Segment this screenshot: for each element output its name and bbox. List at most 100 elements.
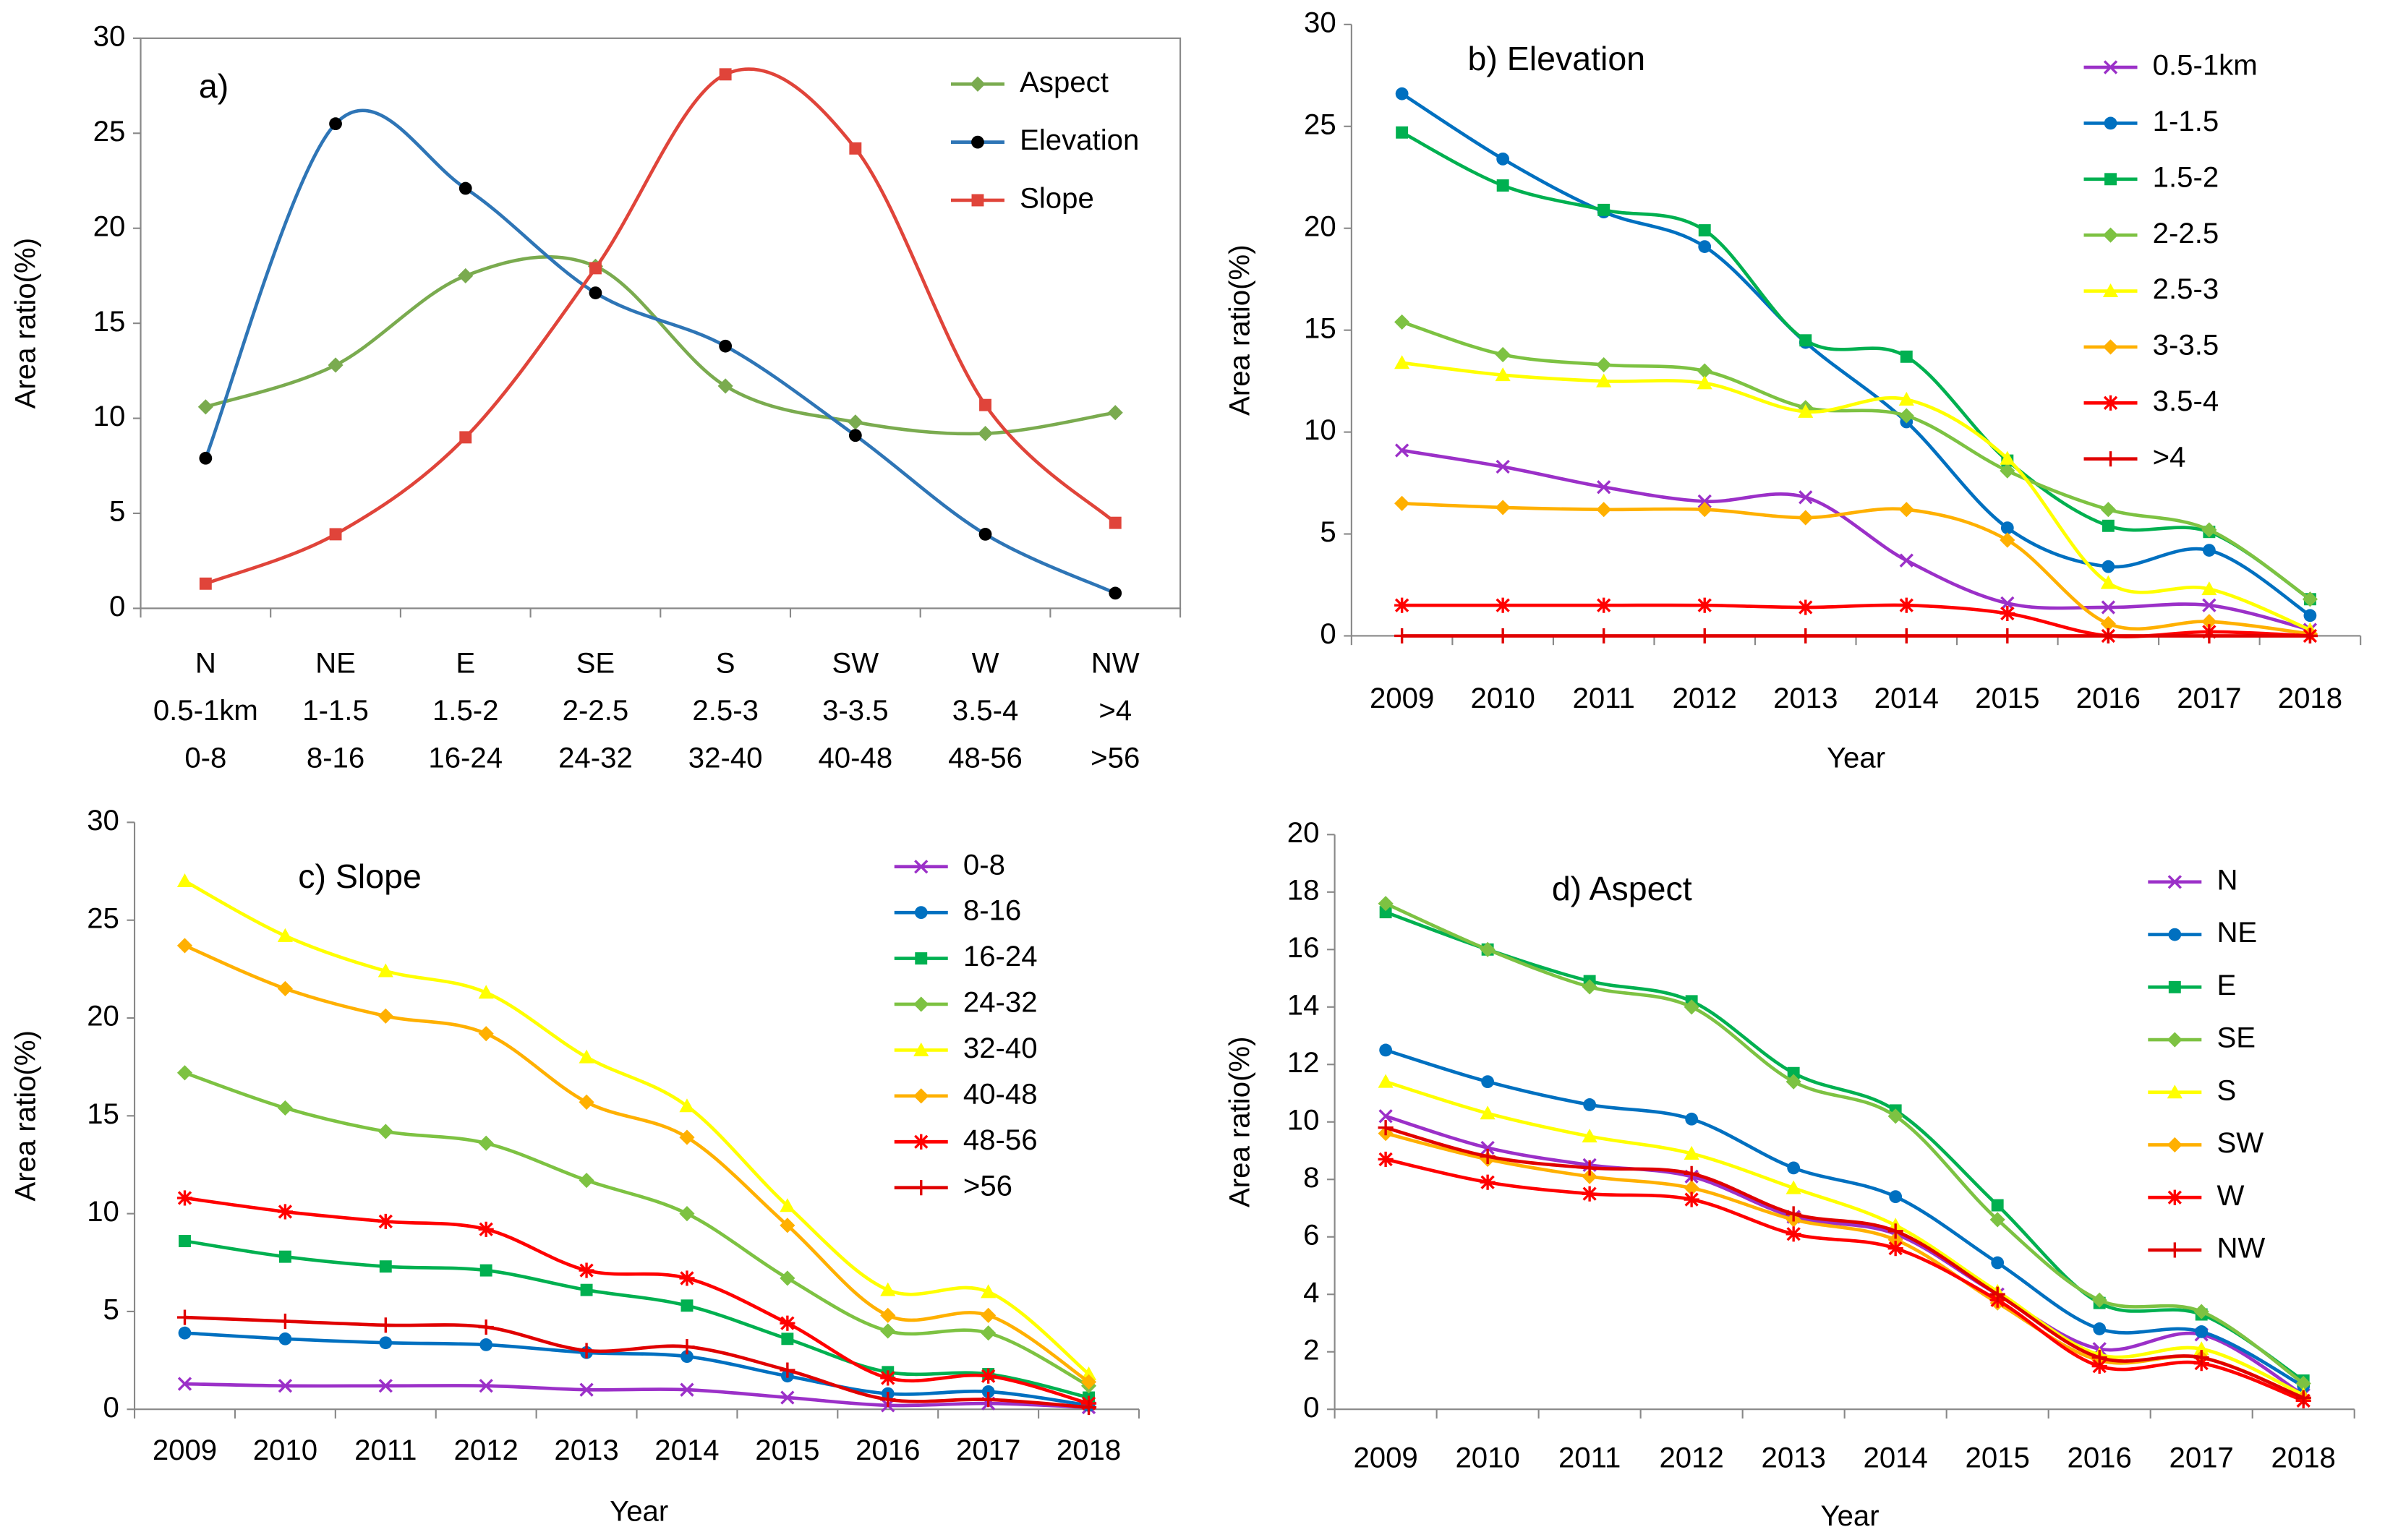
x-tick-label: >56 — [1091, 741, 1140, 774]
y-axis-label: Area ratio(%) — [1223, 244, 1255, 416]
marker — [880, 1282, 896, 1296]
marker — [2303, 609, 2317, 623]
x-tick-label: 2014 — [654, 1434, 719, 1466]
marker — [1080, 1374, 1097, 1390]
marker — [1582, 979, 1597, 995]
marker — [680, 1350, 694, 1364]
x-tick-label: N — [195, 646, 216, 679]
x-tick-label: 2010 — [1470, 682, 1535, 714]
marker — [1684, 1145, 1699, 1160]
legend-label: Slope — [1020, 182, 1094, 215]
marker — [1378, 1109, 1393, 1124]
series-line — [184, 1239, 1090, 1400]
marker — [1799, 490, 1813, 505]
marker — [1394, 314, 1410, 330]
marker — [679, 1206, 695, 1222]
marker — [459, 431, 472, 444]
legend-label: S — [2217, 1074, 2236, 1106]
marker — [2168, 928, 2182, 941]
chart-title: a) — [199, 67, 229, 105]
marker — [277, 1313, 293, 1330]
marker — [979, 398, 991, 411]
marker — [981, 1325, 997, 1341]
marker — [2167, 1137, 2183, 1153]
marker — [1698, 240, 1712, 253]
marker — [329, 528, 342, 541]
x-tick-label: 0.5-1km — [153, 694, 258, 727]
marker — [2100, 502, 2116, 518]
marker — [2167, 875, 2182, 889]
marker — [328, 357, 344, 373]
y-tick-label: 16 — [1287, 931, 1320, 964]
marker — [1697, 597, 1712, 613]
marker — [719, 339, 733, 353]
y-tick-label: 10 — [1287, 1103, 1320, 1136]
y-axis-label: Area ratio(%) — [9, 1030, 42, 1202]
series-line — [1401, 361, 2311, 632]
x-tick-label: 2013 — [1773, 682, 1838, 714]
marker — [2167, 1085, 2183, 1099]
marker — [1583, 1098, 1597, 1111]
y-axis-label: Area ratio(%) — [9, 238, 42, 409]
x-tick-label: SW — [832, 646, 879, 679]
marker — [2167, 1032, 2183, 1048]
marker — [1378, 1151, 1394, 1168]
marker — [479, 1379, 493, 1393]
legend-label: 8-16 — [963, 894, 1021, 927]
marker — [1597, 203, 1610, 216]
marker — [913, 1180, 929, 1196]
y-tick-label: 12 — [1287, 1046, 1320, 1079]
x-tick-label: 1.5-2 — [432, 694, 499, 727]
y-tick-label: 0 — [1303, 1391, 1319, 1424]
marker — [1495, 367, 1511, 382]
marker — [2102, 283, 2119, 298]
marker — [880, 1307, 896, 1323]
marker — [1394, 495, 1410, 511]
marker — [680, 1299, 694, 1312]
marker — [1697, 628, 1712, 644]
x-tick-label: 2009 — [1370, 682, 1434, 714]
marker — [780, 1362, 795, 1378]
y-tick-label: 20 — [87, 1000, 119, 1032]
x-tick-label: 2016 — [2068, 1442, 2132, 1474]
marker — [981, 1307, 997, 1323]
legend-label: >56 — [963, 1169, 1012, 1202]
series-line — [1401, 320, 2311, 601]
legend-label: 0-8 — [963, 848, 1005, 881]
series-line — [184, 1071, 1090, 1387]
marker — [1396, 126, 1409, 139]
marker — [1378, 896, 1394, 912]
legend-label: NE — [2217, 916, 2257, 949]
y-tick-label: 10 — [1304, 414, 1336, 446]
marker — [478, 1026, 494, 1042]
y-tick-label: 10 — [93, 400, 126, 432]
x-tick-label: 2015 — [1975, 682, 2039, 714]
x-tick-label: 2012 — [1673, 682, 1737, 714]
marker — [579, 1173, 594, 1189]
marker — [1991, 1256, 2005, 1270]
marker — [2302, 628, 2318, 644]
marker — [848, 429, 862, 442]
marker — [478, 1221, 494, 1237]
marker — [2100, 575, 2116, 589]
marker — [176, 1309, 193, 1325]
y-tick-label: 10 — [87, 1195, 119, 1228]
marker — [1787, 1161, 1801, 1175]
y-tick-label: 18 — [1287, 873, 1320, 906]
marker — [971, 194, 984, 207]
x-tick-label: 2010 — [253, 1434, 317, 1466]
marker — [2102, 395, 2119, 411]
marker — [379, 1336, 393, 1350]
x-tick-label: 0-8 — [184, 741, 226, 774]
x-tick-label: 2014 — [1874, 682, 1939, 714]
x-tick-label: 2013 — [1761, 1442, 1825, 1474]
legend-label: E — [2217, 969, 2236, 1001]
series-line — [1385, 1158, 2305, 1403]
marker — [1109, 516, 1122, 529]
marker — [377, 1213, 393, 1230]
marker — [377, 963, 393, 978]
y-tick-label: 30 — [93, 20, 126, 52]
x-tick-label: 3-3.5 — [822, 694, 889, 727]
chart-title: d) Aspect — [1552, 870, 1692, 907]
marker — [680, 1382, 694, 1397]
